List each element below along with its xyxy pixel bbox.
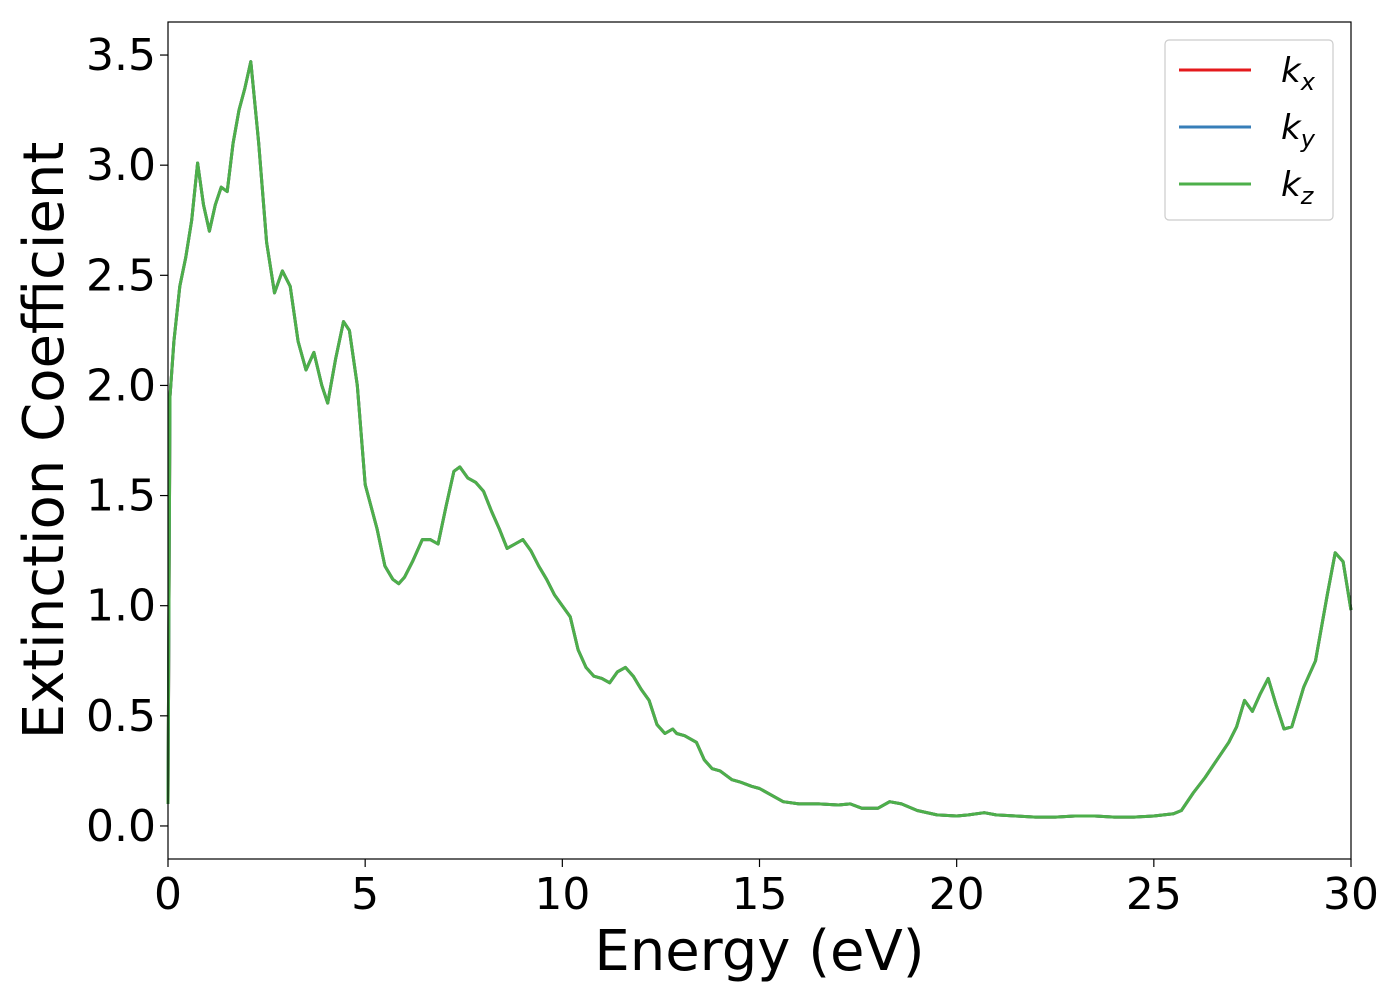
- y-tick-label: 0.0: [86, 801, 156, 852]
- legend: kx ky kz: [1164, 39, 1334, 221]
- x-tick-label: 0: [154, 869, 182, 920]
- y-tick-label: 3.0: [86, 140, 156, 191]
- x-axis-label: Energy (eV): [594, 919, 924, 984]
- plot-lines: [166, 60, 1353, 819]
- series-line-k-z: [166, 60, 1353, 819]
- legend-label: ky: [1281, 108, 1316, 153]
- y-axis-label: Extinction Coefficient: [12, 142, 77, 740]
- y-tick-label: 1.0: [86, 581, 156, 632]
- x-tick-label: 30: [1323, 869, 1379, 920]
- legend-label: kx: [1281, 51, 1316, 96]
- y-tick-label: 2.0: [86, 360, 156, 411]
- x-tick-label: 10: [534, 869, 590, 920]
- x-tick-label: 20: [929, 869, 985, 920]
- x-tick-label: 25: [1126, 869, 1182, 920]
- y-tick-label: 2.5: [86, 250, 156, 301]
- legend-box: [1164, 39, 1334, 221]
- y-axis-ticks: 0.0 0.5 1.0 1.5 2.0 2.5 3.0 3.5: [86, 30, 168, 852]
- x-axis-ticks: 0 5 10 15 20 25 30: [154, 859, 1379, 920]
- x-tick-label: 15: [732, 869, 788, 920]
- legend-label: kz: [1281, 165, 1315, 210]
- y-tick-label: 0.5: [86, 691, 156, 742]
- y-tick-label: 1.5: [86, 471, 156, 522]
- y-tick-label: 3.5: [86, 30, 156, 81]
- x-tick-label: 5: [351, 869, 379, 920]
